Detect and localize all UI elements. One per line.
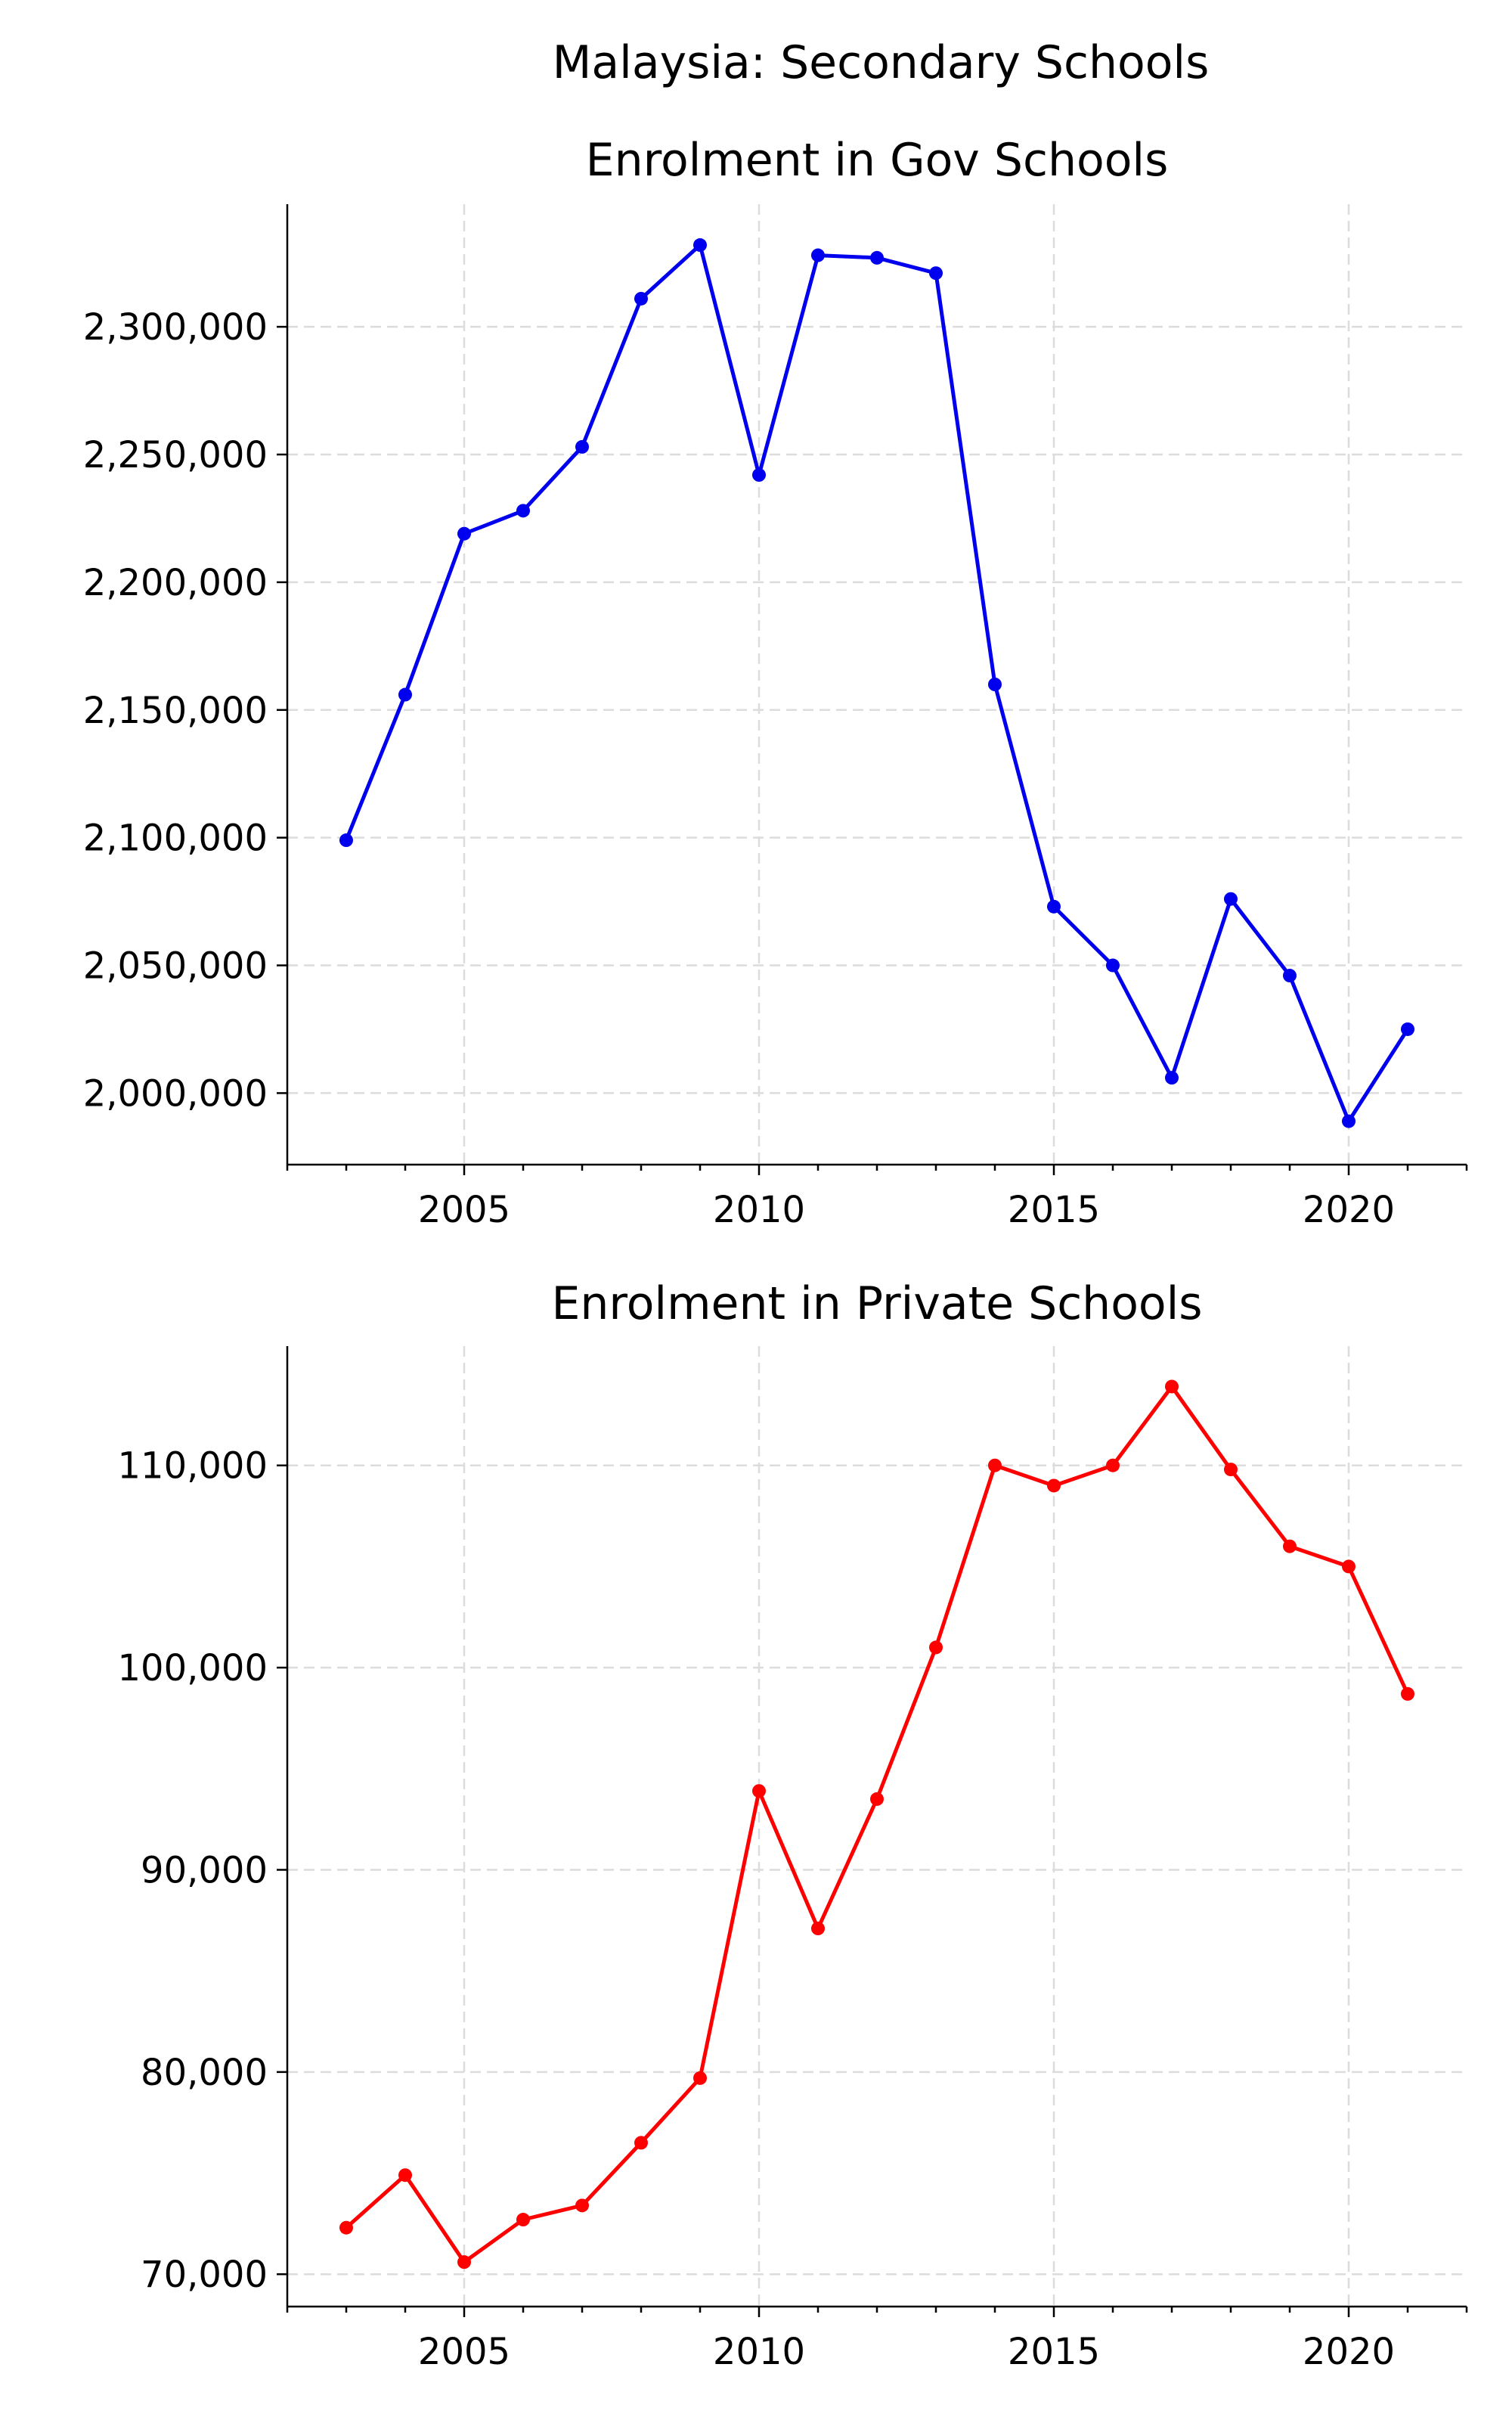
y-tick-label: 2,050,000 bbox=[83, 945, 268, 988]
y-tick-label: 2,250,000 bbox=[83, 434, 268, 476]
data-point bbox=[988, 1458, 1002, 1472]
chart-title: Enrolment in Gov Schools bbox=[586, 134, 1169, 187]
y-tick-label: 2,000,000 bbox=[83, 1072, 268, 1115]
x-tick-label: 2005 bbox=[418, 1189, 510, 1231]
data-point bbox=[516, 504, 530, 518]
data-point bbox=[1106, 958, 1120, 973]
data-point bbox=[1401, 1686, 1414, 1701]
data-point bbox=[1165, 1071, 1179, 1085]
series-line bbox=[345, 1385, 1410, 2264]
data-point bbox=[1283, 969, 1297, 983]
y-tick-label: 110,000 bbox=[118, 1445, 268, 1488]
y-tick-label: 90,000 bbox=[141, 1849, 268, 1891]
data-point bbox=[339, 833, 353, 848]
y-tick-label: 80,000 bbox=[141, 2052, 268, 2094]
y-tick-label: 2,150,000 bbox=[83, 690, 268, 732]
x-tick-label: 2015 bbox=[1008, 1189, 1100, 1231]
data-point bbox=[1224, 1463, 1238, 1477]
data-point bbox=[870, 1792, 884, 1806]
series-line bbox=[344, 243, 1410, 1124]
data-point bbox=[575, 2198, 589, 2213]
data-point bbox=[398, 2168, 412, 2183]
data-point bbox=[1342, 1559, 1356, 1574]
data-point bbox=[1165, 1379, 1179, 1394]
data-point bbox=[516, 2213, 530, 2227]
data-point bbox=[870, 250, 884, 265]
x-tick-label: 2020 bbox=[1303, 1189, 1395, 1231]
data-point bbox=[1047, 899, 1061, 914]
y-tick-label: 100,000 bbox=[118, 1647, 268, 1689]
data-point bbox=[1283, 1539, 1297, 1553]
data-point bbox=[1342, 1114, 1356, 1128]
data-point bbox=[1106, 1458, 1120, 1472]
y-tick-label: 2,100,000 bbox=[83, 818, 268, 860]
data-point bbox=[457, 526, 471, 541]
figure-suptitle: Malaysia: Secondary Schools bbox=[552, 36, 1210, 89]
data-point bbox=[1224, 892, 1238, 906]
x-tick-label: 2020 bbox=[1303, 2331, 1395, 2373]
y-tick-label: 2,300,000 bbox=[83, 306, 268, 349]
data-point bbox=[339, 2220, 353, 2235]
data-point bbox=[398, 687, 412, 702]
data-point bbox=[811, 248, 825, 262]
data-point bbox=[457, 2255, 471, 2270]
data-point bbox=[693, 2071, 707, 2085]
data-point bbox=[988, 678, 1002, 691]
chart-panel-2: Enrolment in Private Schools 2005 2010 2015… bbox=[118, 1277, 1468, 2373]
data-point bbox=[693, 238, 707, 253]
data-point bbox=[1401, 1022, 1414, 1036]
x-tick-label: 2010 bbox=[713, 2331, 805, 2373]
data-point bbox=[634, 291, 648, 306]
data-point bbox=[1047, 1478, 1061, 1493]
data-point bbox=[929, 1640, 943, 1655]
x-tick-label: 2010 bbox=[713, 1189, 805, 1231]
data-point bbox=[811, 1922, 825, 1936]
y-tick-label: 2,200,000 bbox=[83, 562, 268, 604]
data-point bbox=[929, 266, 943, 281]
chart-title: Enrolment in Private Schools bbox=[551, 1277, 1202, 1330]
chart-panel-1: Enrolment in Gov Schools 2005 2010 2015 2020… bbox=[83, 134, 1468, 1231]
data-point bbox=[752, 1784, 766, 1798]
data-point bbox=[575, 439, 589, 454]
data-point bbox=[752, 468, 766, 482]
data-point bbox=[634, 2136, 648, 2150]
x-tick-label: 2015 bbox=[1008, 2331, 1100, 2373]
x-tick-label: 2005 bbox=[418, 2331, 510, 2373]
y-tick-label: 70,000 bbox=[141, 2254, 268, 2296]
